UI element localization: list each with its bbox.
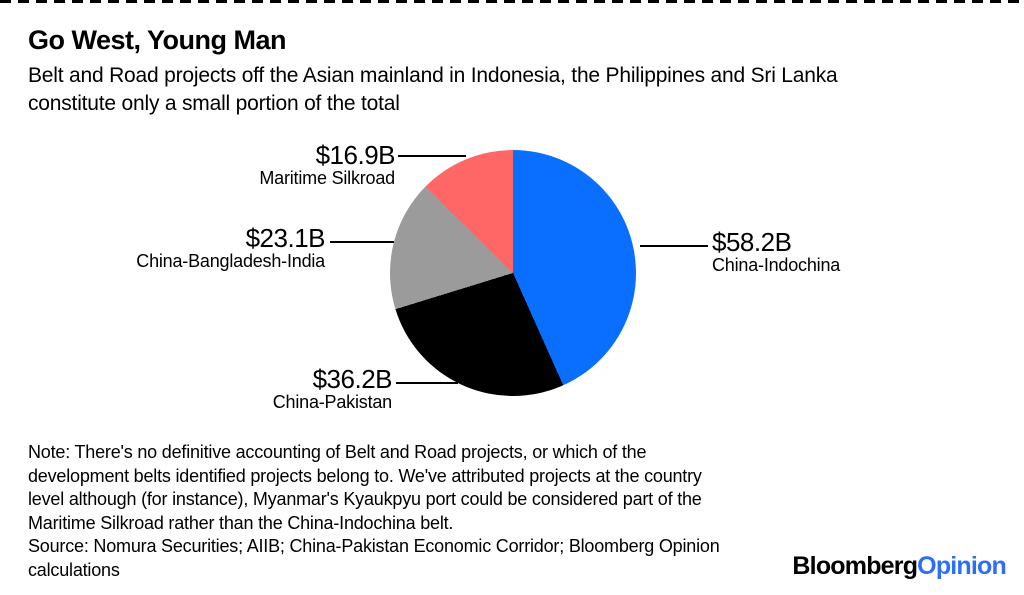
page-title: Go West, Young Man bbox=[28, 25, 287, 55]
slice-name: China-Pakistan bbox=[272, 392, 392, 412]
slice-value: $23.1B bbox=[245, 223, 326, 253]
leader-line-china-bangladesh-india bbox=[330, 241, 394, 243]
chart-subtitle: Belt and Road projects off the Asian mai… bbox=[28, 64, 838, 115]
logo-bloomberg: Bloomberg bbox=[792, 552, 918, 580]
bloomberg-opinion-logo: BloombergOpinion bbox=[792, 552, 1006, 581]
slice-value: $58.2B bbox=[712, 227, 792, 257]
pie-chart bbox=[390, 150, 636, 396]
source-text: Source: Nomura Securities; AIIB; China-P… bbox=[28, 536, 720, 580]
slice-label-maritime-silkroad: $16.9B Maritime Silkroad bbox=[259, 142, 395, 188]
footnote-block: Note: There's no definitive accounting o… bbox=[28, 441, 878, 582]
slice-label-china-bangladesh-india: $23.1B China-Bangladesh-India bbox=[136, 225, 325, 271]
slice-value: $36.2B bbox=[312, 364, 393, 394]
slice-name: China-Bangladesh-India bbox=[136, 251, 325, 271]
slice-name: Maritime Silkroad bbox=[259, 168, 395, 188]
leader-line-china-indochina bbox=[640, 245, 708, 247]
leader-line-maritime-silkroad bbox=[398, 155, 466, 157]
logo-opinion: Opinion bbox=[917, 552, 1007, 580]
slice-label-china-pakistan: $36.2B China-Pakistan bbox=[272, 364, 393, 412]
slice-name: China-Indochina bbox=[712, 255, 841, 275]
slice-label-china-indochina: $58.2B China-Indochina bbox=[712, 229, 840, 275]
slice-value: $16.9B bbox=[315, 140, 396, 170]
dashed-top-rule bbox=[0, 0, 1024, 3]
note-text: Note: There's no definitive accounting o… bbox=[28, 442, 702, 533]
leader-line-china-pakistan bbox=[396, 382, 458, 384]
